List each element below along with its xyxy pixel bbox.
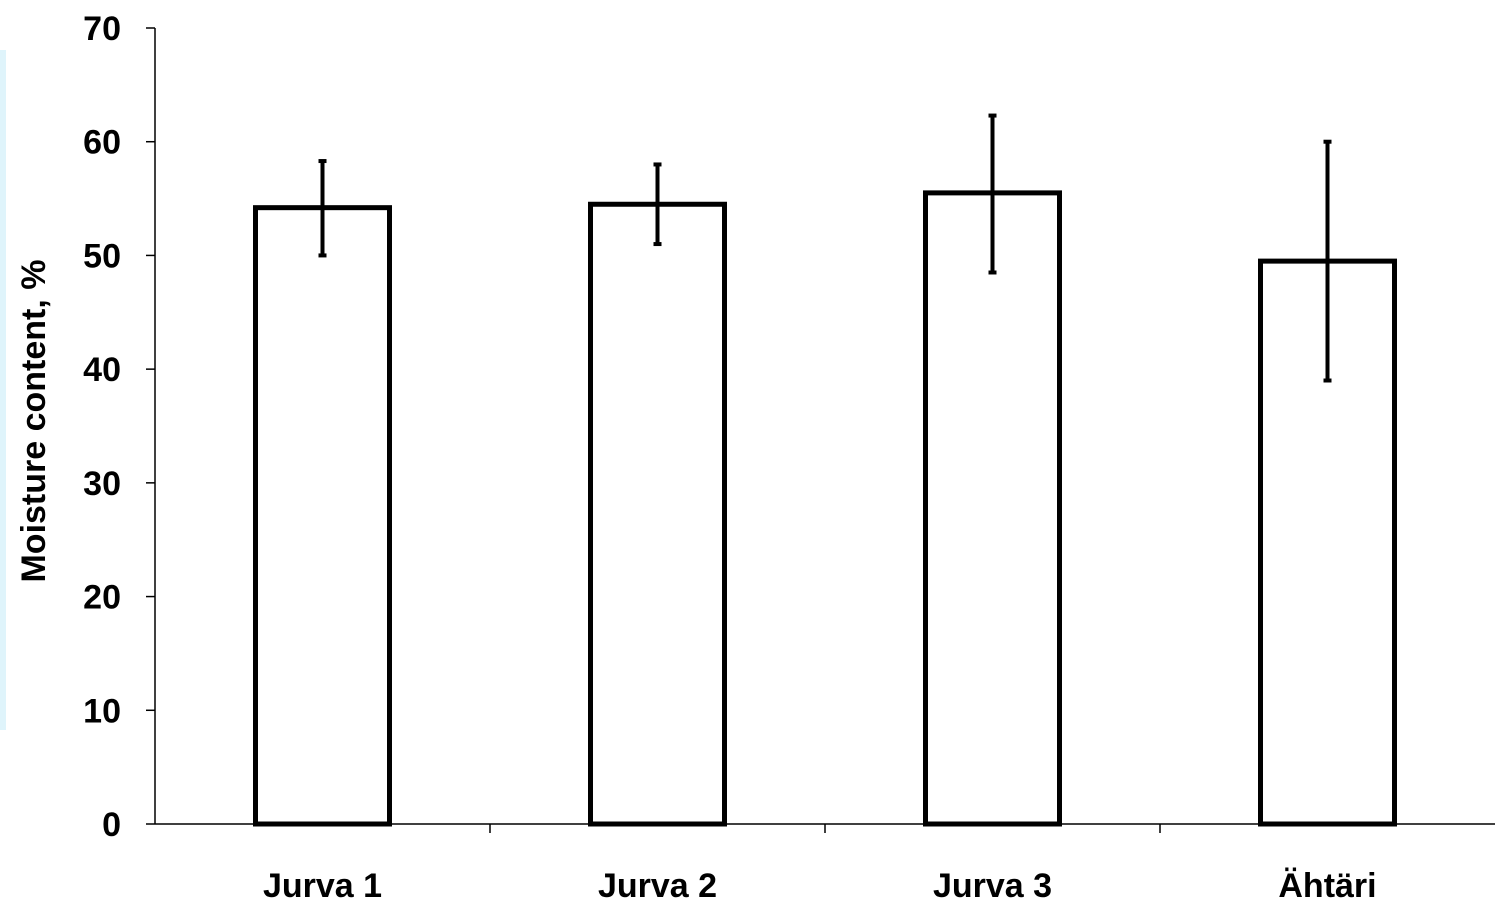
x-category-label: Ähtäri [1278, 867, 1376, 905]
x-category-label: Jurva 1 [263, 867, 382, 905]
y-tick-label: 60 [83, 124, 121, 162]
y-tick-label: 30 [83, 465, 121, 503]
bar-jurva-1 [253, 205, 392, 827]
y-tick-label: 40 [83, 351, 121, 389]
y-tick-label: 50 [83, 237, 121, 275]
y-tick-label: 10 [83, 692, 121, 730]
bars-layer [253, 190, 1397, 827]
left-border-strip [0, 50, 6, 730]
error-bars-layer [318, 113, 1332, 383]
x-category-label: Jurva 3 [933, 867, 1052, 905]
y-axis-title: Moisture content, % [15, 259, 53, 582]
y-tick-label: 0 [102, 806, 121, 844]
x-ticks-layer: Jurva 1 Jurva 2 Jurva 3 Ähtäri [263, 824, 1377, 905]
y-tick-label: 20 [83, 579, 121, 617]
y-tick-label: 70 [83, 10, 121, 48]
x-category-label: Jurva 2 [598, 867, 717, 905]
y-ticks-layer: 0 10 20 30 40 50 60 70 [83, 10, 155, 844]
bar-jurva-2 [588, 201, 727, 827]
bar-jurva-3 [923, 190, 1062, 827]
